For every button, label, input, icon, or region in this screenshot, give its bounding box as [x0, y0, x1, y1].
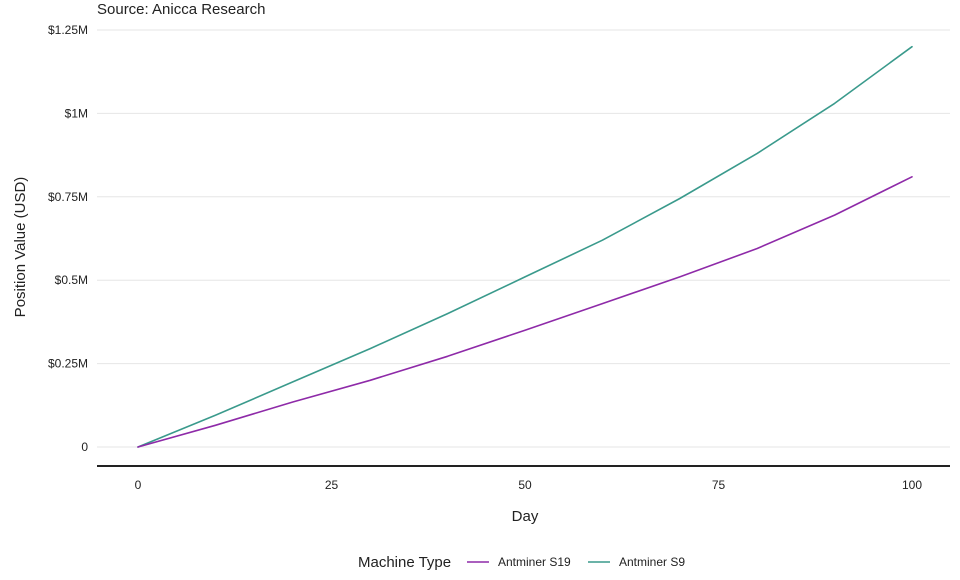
legend: Machine Type Antminer S19 Antminer S9: [358, 554, 685, 571]
chart-source: Source: Anicca Research: [97, 1, 266, 18]
y-tick-label: $0.25M: [48, 357, 88, 371]
x-tick-label: 25: [325, 478, 339, 492]
series-line-antminer-s9: [137, 45, 913, 448]
y-tick-label: $1M: [65, 106, 88, 120]
y-tick-label: 0: [81, 440, 88, 454]
x-tick-label: 0: [135, 478, 142, 492]
grid-lines: [97, 29, 950, 448]
y-tick-label: $1.25M: [48, 23, 88, 37]
y-axis-title: Position Value (USD): [12, 177, 29, 318]
y-tick-label: $0.75M: [48, 190, 88, 204]
legend-label: Antminer S9: [619, 555, 685, 569]
series-lines: [137, 45, 913, 448]
x-tick-label: 75: [712, 478, 726, 492]
y-tick-label: $0.5M: [55, 273, 88, 287]
series-line-antminer-s19: [137, 176, 913, 448]
y-axis-ticks: 0 $0.25M $0.5M $0.75M $1M $1.25M: [48, 23, 88, 454]
legend-label: Antminer S19: [498, 555, 571, 569]
legend-title: Machine Type: [358, 554, 451, 571]
x-axis-ticks: 0 25 50 75 100: [135, 478, 923, 492]
x-axis-title: Day: [512, 508, 539, 525]
x-tick-label: 50: [518, 478, 532, 492]
x-tick-label: 100: [902, 478, 922, 492]
